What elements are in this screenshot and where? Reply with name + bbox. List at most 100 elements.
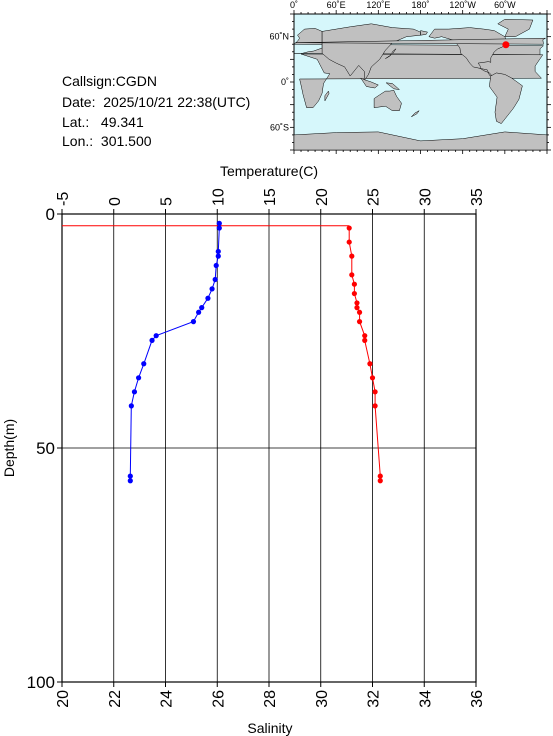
temperature-point xyxy=(213,262,219,269)
salinity-tick-label: 34 xyxy=(417,690,434,708)
land-north-america xyxy=(428,27,508,69)
temperature-point xyxy=(141,361,147,367)
temperature-tick-label: 15 xyxy=(262,188,279,206)
salinity-point xyxy=(351,281,357,287)
map-latitude-labels: 60˚N 0˚ 60˚S xyxy=(269,32,289,133)
temperature-tick-label: 20 xyxy=(314,188,331,206)
temperature-tick-label: 35 xyxy=(469,188,486,206)
salinity-axis-title: Salinity xyxy=(247,720,292,736)
date-label: Date: xyxy=(62,94,96,110)
temperature-tick-labels: -5 0 5 10 15 20 25 30 35 xyxy=(55,188,486,206)
map-tick-marks xyxy=(290,10,551,154)
lon-line: Lon.: 301.500 xyxy=(62,133,152,149)
temperature-line xyxy=(129,223,220,481)
temperature-point xyxy=(131,389,138,395)
temperature-point xyxy=(212,276,218,283)
temperature-point xyxy=(215,253,221,259)
land-indonesia xyxy=(360,77,379,89)
depth-tick-labels: 0 50 100 xyxy=(27,205,55,692)
salinity-tick-label: 26 xyxy=(210,690,227,708)
axis-ticks xyxy=(57,209,477,687)
salinity-point xyxy=(377,478,383,484)
land-south-america xyxy=(489,72,523,124)
map-longitude-label: 60˚W xyxy=(494,0,516,10)
map-land xyxy=(293,19,548,151)
salinity-series xyxy=(346,225,383,484)
temperature-point xyxy=(149,337,155,343)
temperature-series xyxy=(127,220,222,484)
land-australia xyxy=(373,90,402,111)
map-longitude-label: 60˚E xyxy=(327,0,346,10)
map-longitude-label: 120˚W xyxy=(449,0,476,10)
temperature-point xyxy=(135,375,142,381)
depth-axis-title: Depth(m) xyxy=(1,419,17,477)
salinity-tick-label: 20 xyxy=(55,690,72,708)
temperature-point xyxy=(127,478,133,484)
salinity-point xyxy=(367,361,373,367)
map-longitude-label: 120˚E xyxy=(366,0,390,10)
salinity-point xyxy=(346,225,352,231)
salinity-tick-label: 24 xyxy=(159,690,176,708)
map-longitude-labels: 0˚ 60˚E 120˚E 180˚ 120˚W 60˚W xyxy=(290,0,516,10)
depth-tick-label: 50 xyxy=(36,439,55,458)
callsign-value: CGDN xyxy=(115,73,157,89)
temperature-point xyxy=(190,319,197,325)
salinity-point xyxy=(356,319,363,325)
temperature-point xyxy=(127,473,133,479)
lon-label: Lon.: xyxy=(62,133,94,149)
land-new-guinea xyxy=(385,82,401,90)
map-latitude-label: 60˚S xyxy=(270,122,289,132)
lat-line: Lat.: 49.341 xyxy=(62,114,144,130)
depth-tick-label: 0 xyxy=(46,205,55,224)
land-asia xyxy=(321,23,421,82)
land-madagascar xyxy=(324,90,330,102)
world-map: 0˚ 60˚E 120˚E 180˚ 120˚W 60˚W 60˚N 0˚ 60˚S xyxy=(269,0,551,154)
salinity-point xyxy=(369,375,376,381)
map-longitude-label: 180˚ xyxy=(411,0,429,10)
temperature-point xyxy=(196,309,202,315)
plot-area: -5 0 5 10 15 20 25 30 35 20 22 24 26 28 30 32 34 36 0501… xyxy=(1,163,486,736)
temperature-point xyxy=(209,286,215,292)
temperature-tick-label: 5 xyxy=(159,197,176,206)
lat-label: Lat.: xyxy=(62,114,90,130)
temperature-point xyxy=(153,333,159,339)
station-marker xyxy=(502,41,510,49)
salinity-point xyxy=(351,290,357,297)
temperature-point xyxy=(216,220,222,226)
salinity-tick-labels: 20 22 24 26 28 30 32 34 36 xyxy=(55,690,486,708)
grid-lines xyxy=(62,214,476,682)
salinity-tick-label: 28 xyxy=(262,690,279,708)
callsign-line: Callsign:CGDN xyxy=(62,73,157,89)
salinity-point xyxy=(354,305,360,311)
temperature-point xyxy=(128,403,134,409)
salinity-line xyxy=(348,228,381,481)
salinity-point xyxy=(362,337,368,343)
callsign-label: Callsign: xyxy=(62,73,116,89)
land-uk xyxy=(295,37,546,45)
land-new-zealand xyxy=(411,110,420,118)
temperature-point xyxy=(216,225,222,231)
salinity-tick-label: 32 xyxy=(366,690,383,708)
salinity-tick-label: 30 xyxy=(314,690,331,708)
map-longitude-label: 0˚ xyxy=(290,0,298,10)
temperature-point xyxy=(205,295,211,301)
temperature-axis-title: Temperature(C) xyxy=(220,163,318,179)
salinity-point xyxy=(349,272,355,278)
temperature-tick-label: 0 xyxy=(107,197,124,206)
temperature-tick-label: 10 xyxy=(210,188,227,206)
depth-tick-label: 100 xyxy=(27,673,55,692)
land-greenland xyxy=(497,19,534,37)
temperature-tick-label: -5 xyxy=(55,192,72,206)
land-japan xyxy=(385,48,397,59)
temperature-tick-label: 25 xyxy=(366,188,383,206)
lon-value: 301.500 xyxy=(100,133,152,149)
salinity-point xyxy=(377,473,383,479)
lat-value: 49.341 xyxy=(100,114,144,130)
date-value: 2025/10/21 22:38(UTC) xyxy=(103,94,251,110)
temperature-point xyxy=(199,305,205,311)
map-latitude-label: 60˚N xyxy=(269,32,289,42)
salinity-point xyxy=(356,309,363,315)
salinity-point xyxy=(372,403,378,409)
temperature-point xyxy=(215,248,221,255)
